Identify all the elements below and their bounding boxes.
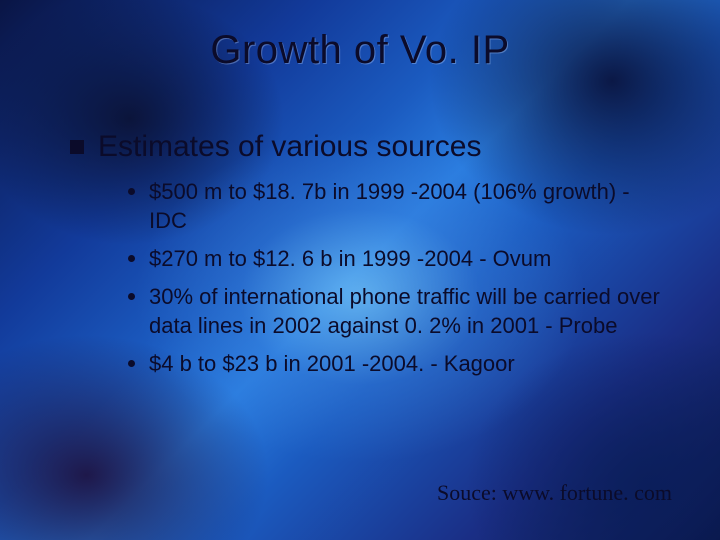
round-bullet-icon	[128, 360, 135, 367]
list-item: $270 m to $12. 6 b in 1999 -2004 - Ovum	[128, 244, 660, 274]
bullet-text: $270 m to $12. 6 b in 1999 -2004 - Ovum	[149, 244, 551, 274]
round-bullet-icon	[128, 255, 135, 262]
content-area: Estimates of various sources $500 m to $…	[70, 130, 660, 387]
bullet-text: 30% of international phone traffic will …	[149, 282, 660, 341]
bullet-text: $4 b to $23 b in 2001 -2004. - Kagoor	[149, 349, 515, 379]
slide: Growth of Vo. IP Estimates of various so…	[0, 0, 720, 540]
list-item: $500 m to $18. 7b in 1999 -2004 (106% gr…	[128, 177, 660, 236]
source-label: Souce: www. fortune. com	[437, 480, 672, 506]
round-bullet-icon	[128, 293, 135, 300]
bullet-list: $500 m to $18. 7b in 1999 -2004 (106% gr…	[128, 177, 660, 379]
list-item: $4 b to $23 b in 2001 -2004. - Kagoor	[128, 349, 660, 379]
bullet-text: $500 m to $18. 7b in 1999 -2004 (106% gr…	[149, 177, 660, 236]
slide-title: Growth of Vo. IP	[0, 28, 720, 73]
heading-text: Estimates of various sources	[98, 130, 481, 165]
round-bullet-icon	[128, 188, 135, 195]
square-bullet-icon	[70, 140, 84, 154]
heading-row: Estimates of various sources	[70, 130, 660, 165]
list-item: 30% of international phone traffic will …	[128, 282, 660, 341]
